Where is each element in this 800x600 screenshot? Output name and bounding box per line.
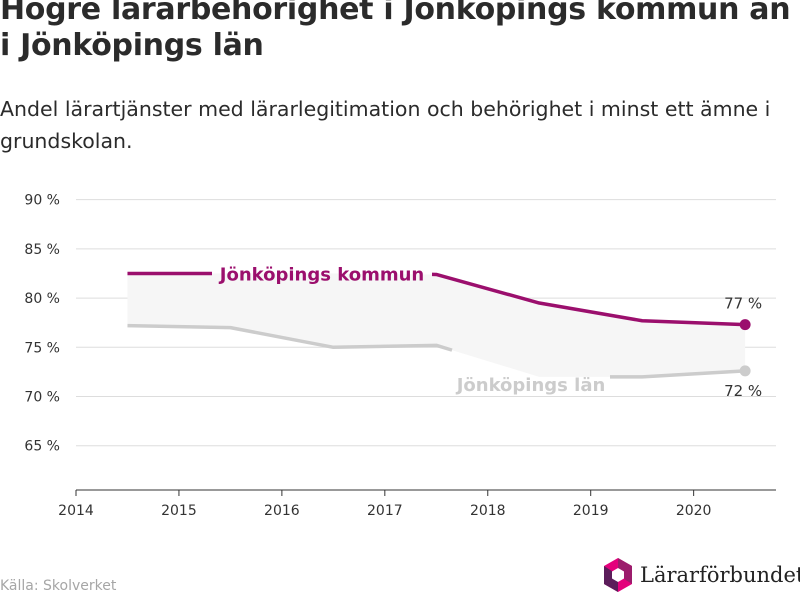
- band-area: [127, 273, 746, 377]
- series-label-kommun: Jönköpings kommun: [218, 264, 424, 285]
- y-tick-label: 70 %: [24, 390, 60, 406]
- end-value-label-kommun: 77 %: [724, 295, 762, 313]
- x-tick-label: 2020: [676, 503, 712, 519]
- x-tick-label: 2016: [264, 503, 300, 519]
- x-tick-label: 2014: [58, 503, 94, 519]
- hexagon-logo-icon: [604, 558, 632, 592]
- series-labels: Jönköpings kommun Jönköpings län 77 % 72 %: [218, 264, 762, 399]
- brand-name: Lärarförbundet: [640, 563, 800, 587]
- x-axis: 2014 2015 2016 2017 2018 2019 2020: [58, 489, 776, 519]
- y-axis-tick-labels: 65 % 70 % 75 % 80 % 85 % 90 %: [24, 193, 60, 455]
- y-tick-label: 90 %: [24, 193, 60, 209]
- line-chart: 2014 2015 2016 2017 2018 2019 2020 65 % 70 % 75 …: [24, 193, 776, 519]
- x-tick-label: 2015: [161, 503, 197, 519]
- lan-end-point: [739, 365, 751, 377]
- x-tick-label: 2017: [367, 503, 403, 519]
- chart-title: Högre lärarbehörighet i Jönköpings kommu…: [0, 0, 791, 63]
- source-note: Källa: Skolverket: [0, 578, 117, 594]
- lan-line: [127, 323, 453, 352]
- kommun-end-point: [739, 319, 751, 331]
- y-tick-label: 80 %: [24, 291, 60, 307]
- lan-line: [610, 369, 746, 379]
- series-label-lan: Jönköpings län: [455, 375, 606, 396]
- difference-band: [127, 273, 746, 377]
- chart-subtitle: Andel lärartjänster med lärarlegitimatio…: [0, 97, 771, 153]
- brand-logo: Lärarförbundet: [602, 557, 800, 593]
- series-lines: [127, 271, 751, 379]
- x-tick-label: 2019: [573, 503, 609, 519]
- x-tick-label: 2018: [470, 503, 506, 519]
- y-tick-label: 85 %: [24, 242, 60, 258]
- y-tick-label: 75 %: [24, 340, 60, 356]
- y-tick-label: 65 %: [24, 439, 60, 455]
- kommun-line: [431, 272, 746, 327]
- end-value-label-lan: 72 %: [724, 382, 762, 400]
